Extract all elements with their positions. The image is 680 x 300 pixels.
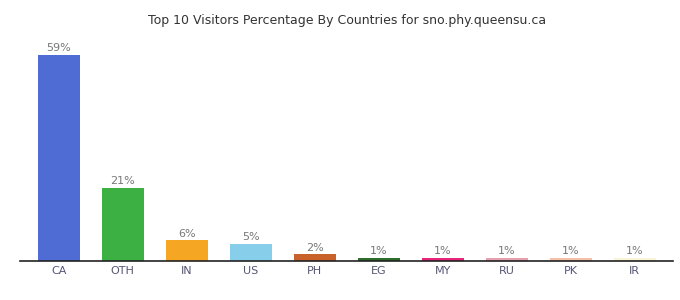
- Bar: [358, 257, 400, 261]
- Text: 21%: 21%: [110, 176, 135, 186]
- Text: 1%: 1%: [626, 246, 643, 256]
- Text: 59%: 59%: [46, 43, 71, 53]
- Text: 5%: 5%: [242, 232, 260, 242]
- Text: 1%: 1%: [498, 246, 515, 256]
- Bar: [422, 257, 464, 261]
- Bar: [102, 188, 143, 261]
- Bar: [38, 55, 80, 261]
- Text: 1%: 1%: [434, 246, 452, 256]
- Title: Top 10 Visitors Percentage By Countries for sno.phy.queensu.ca: Top 10 Visitors Percentage By Countries …: [148, 14, 546, 27]
- Bar: [486, 257, 528, 261]
- Text: 6%: 6%: [178, 229, 196, 238]
- Text: 1%: 1%: [562, 246, 579, 256]
- Bar: [294, 254, 336, 261]
- Text: 1%: 1%: [370, 246, 388, 256]
- Text: 2%: 2%: [306, 243, 324, 253]
- Bar: [230, 244, 271, 261]
- Bar: [166, 240, 207, 261]
- Bar: [550, 257, 592, 261]
- Bar: [614, 257, 656, 261]
